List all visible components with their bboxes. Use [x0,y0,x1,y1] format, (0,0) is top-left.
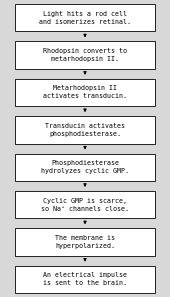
FancyBboxPatch shape [15,116,155,143]
FancyBboxPatch shape [15,228,155,256]
FancyBboxPatch shape [15,154,155,181]
Text: Cyclic GMP is scarce,
so Na⁺ channels close.: Cyclic GMP is scarce, so Na⁺ channels cl… [41,198,129,211]
Text: The membrane is
hyperpolarized.: The membrane is hyperpolarized. [55,235,115,249]
Text: Phosphodiesterase
hydrolyzes cyclic GMP.: Phosphodiesterase hydrolyzes cyclic GMP. [41,160,129,174]
Text: Metarhodopsin II
activates transducin.: Metarhodopsin II activates transducin. [43,86,127,99]
Text: Transducin activates
phosphodiesterase.: Transducin activates phosphodiesterase. [45,123,125,137]
FancyBboxPatch shape [15,4,155,31]
Text: An electrical impulse
is sent to the brain.: An electrical impulse is sent to the bra… [43,272,127,286]
FancyBboxPatch shape [15,191,155,218]
Text: Rhodopsin converts to
metarhodopsin II.: Rhodopsin converts to metarhodopsin II. [43,48,127,62]
Text: Light hits a rod cell
and isomerizes retinal.: Light hits a rod cell and isomerizes ret… [39,11,131,25]
FancyBboxPatch shape [15,266,155,293]
FancyBboxPatch shape [15,41,155,69]
FancyBboxPatch shape [15,79,155,106]
